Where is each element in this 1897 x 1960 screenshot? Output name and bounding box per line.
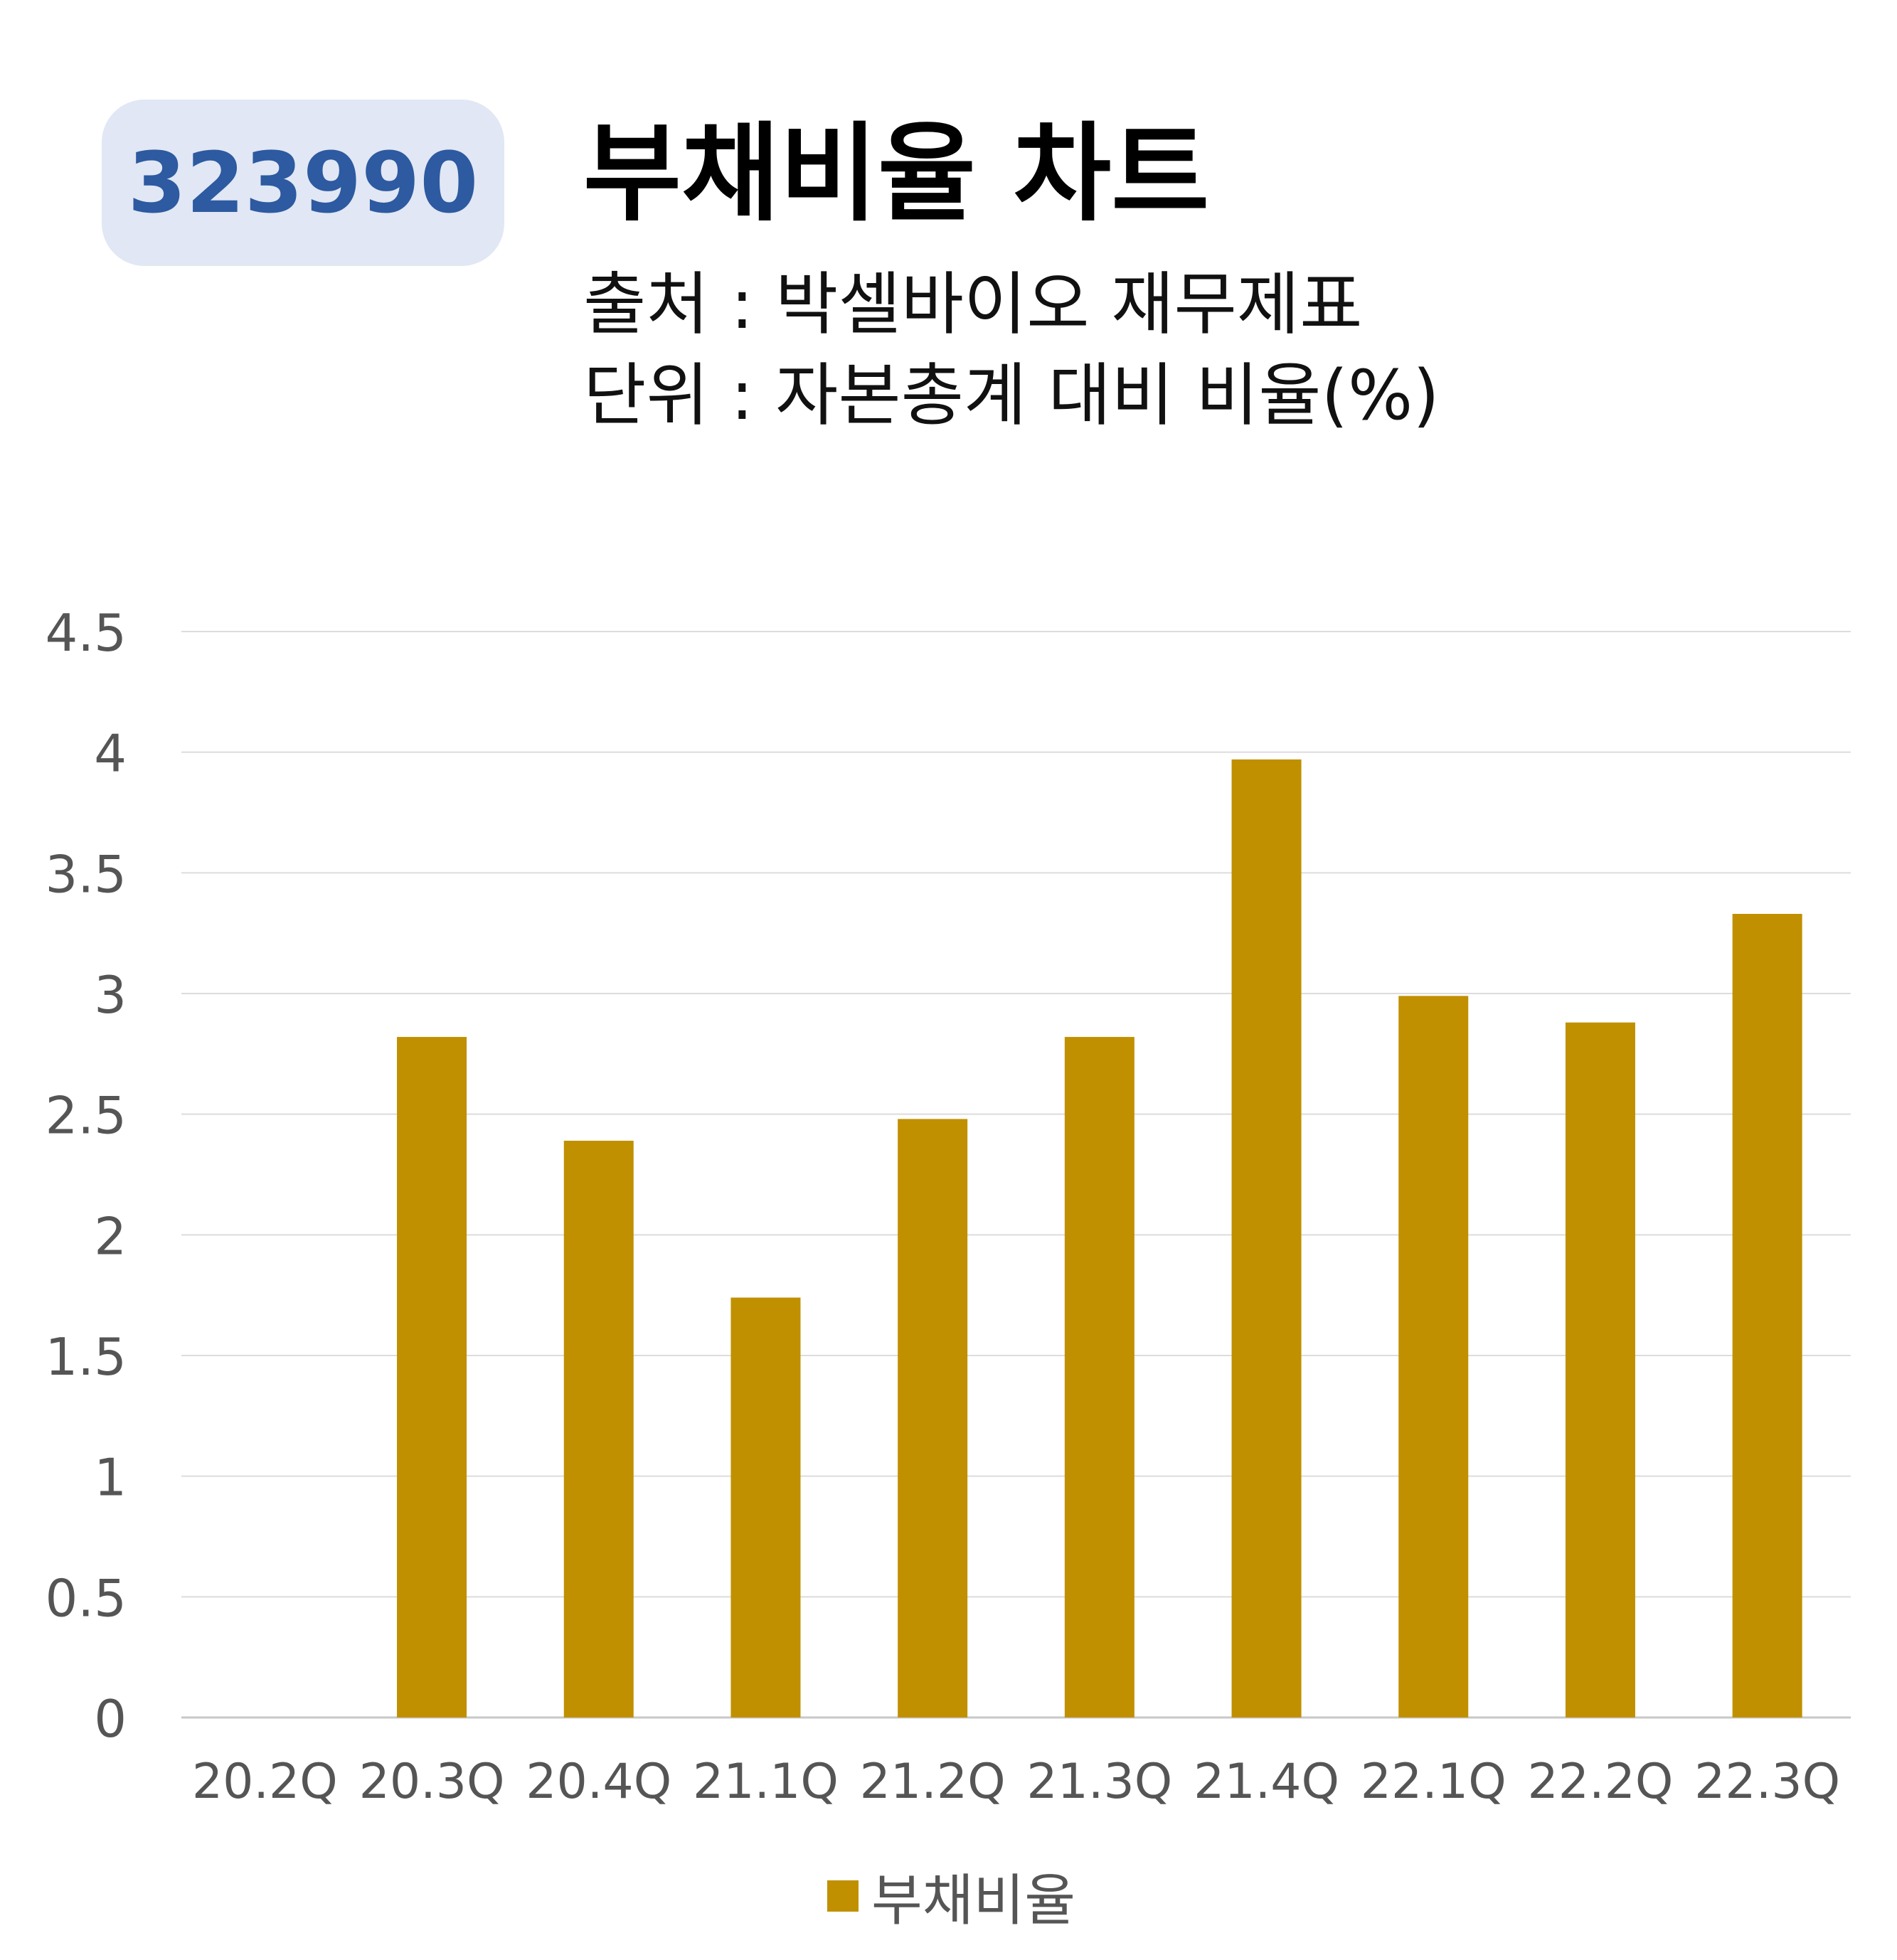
x-tick-label: 20.2Q [192, 1754, 338, 1810]
y-tick-label: 0 [94, 1689, 127, 1749]
stock-code-badge: 323990 [102, 100, 504, 266]
bar [1231, 759, 1302, 1717]
x-tick-label: 21.3Q [1026, 1754, 1172, 1810]
x-tick-label: 22.3Q [1694, 1754, 1840, 1810]
y-tick-label: 4.5 [45, 603, 127, 663]
y-tick-label: 2 [94, 1206, 127, 1266]
y-tick-label: 3 [94, 965, 127, 1025]
x-tick-label: 22.2Q [1527, 1754, 1673, 1810]
y-tick-label: 2.5 [45, 1086, 127, 1146]
bar [1064, 1037, 1135, 1717]
y-tick-label: 1.5 [45, 1327, 127, 1387]
bar [563, 1140, 634, 1717]
bar [1565, 1022, 1635, 1717]
x-tick-label: 21.2Q [860, 1754, 1006, 1810]
x-tick-label: 20.3Q [359, 1754, 505, 1810]
bar [898, 1119, 968, 1717]
y-tick-label: 3.5 [45, 844, 127, 904]
unit-label: 단위 : 자본총계 대비 비율(%) [583, 356, 1440, 435]
legend-swatch [827, 1880, 859, 1912]
chart-title: 부채비율 차트 [583, 112, 1210, 236]
y-tick-label: 0.5 [45, 1568, 127, 1628]
x-tick-label: 21.1Q [693, 1754, 839, 1810]
y-tick-label: 1 [94, 1448, 127, 1508]
bar [1732, 914, 1802, 1717]
x-tick-label: 21.4Q [1194, 1754, 1339, 1810]
bar [1398, 996, 1469, 1717]
y-tick-label: 4 [94, 724, 127, 784]
legend: 부채비율 [827, 1856, 1075, 1936]
source-label: 출처 : 박셀바이오 재무제표 [583, 265, 1363, 344]
bar [730, 1297, 801, 1717]
bar [397, 1037, 467, 1717]
x-tick-label: 22.1Q [1361, 1754, 1507, 1810]
x-tick-label: 20.4Q [526, 1754, 671, 1810]
legend-label: 부채비율 [871, 1869, 1076, 1933]
